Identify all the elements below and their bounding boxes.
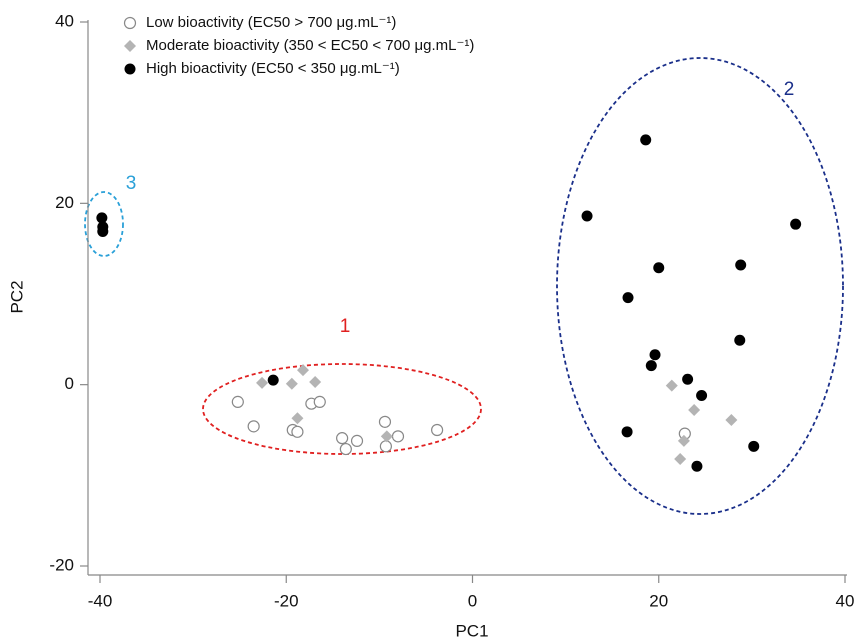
point (231, 395, 244, 408)
y-tick-label: -20 (49, 555, 74, 574)
point (665, 379, 678, 392)
legend-marker (124, 40, 136, 52)
cluster-outline (202, 363, 482, 455)
point (309, 375, 322, 388)
x-tick-label: 40 (836, 591, 855, 610)
legend-label: High bioactivity (EC50 < 350 μg.mL⁻¹) (146, 60, 400, 77)
point (380, 430, 393, 443)
x-axis-label: PC1 (455, 621, 488, 640)
cluster-outline (556, 57, 844, 515)
point (649, 349, 661, 361)
point (339, 442, 352, 456)
x-tick-label: 20 (649, 591, 668, 610)
legend-marker (123, 16, 137, 30)
legend-marker (124, 63, 136, 75)
cluster-label: 3 (126, 173, 137, 194)
point (97, 225, 109, 237)
point (378, 415, 392, 428)
point (696, 390, 708, 402)
point (350, 434, 364, 447)
point (735, 259, 747, 271)
y-tick-label: 40 (55, 11, 74, 30)
point (640, 134, 652, 146)
x-tick-label: -40 (88, 591, 113, 610)
point (285, 377, 298, 390)
point (581, 210, 593, 222)
point (725, 414, 738, 427)
point (247, 420, 260, 433)
point (379, 440, 392, 453)
point (674, 453, 687, 466)
legend-label: Moderate bioactivity (350 < EC50 < 700 μ… (146, 37, 474, 54)
point (622, 292, 634, 304)
legend-label: Low bioactivity (EC50 > 700 μg.mL⁻¹) (146, 14, 396, 31)
legend: Low bioactivity (EC50 > 700 μg.mL⁻¹) Mode… (123, 14, 474, 77)
point (645, 360, 657, 372)
point (653, 262, 665, 274)
point (291, 425, 304, 438)
cluster-label: 2 (784, 79, 795, 100)
y-tick-label: 20 (55, 193, 74, 212)
cluster-outline (84, 191, 124, 257)
point (431, 423, 444, 437)
x-tick-label: 0 (468, 591, 477, 610)
y-tick-label: 0 (65, 374, 74, 393)
point (256, 376, 269, 389)
point (391, 430, 405, 443)
point (267, 374, 279, 386)
point (790, 218, 802, 230)
point (297, 364, 310, 377)
y-axis-label: PC2 (7, 280, 26, 313)
point (688, 404, 701, 417)
point (291, 412, 304, 425)
point (336, 432, 349, 445)
point (748, 440, 760, 452)
point (691, 460, 703, 472)
point (734, 334, 746, 346)
point (96, 212, 108, 224)
point (313, 395, 326, 408)
cluster-label: 1 (340, 316, 351, 337)
point (682, 373, 694, 385)
point (677, 434, 690, 447)
point (621, 426, 633, 438)
x-tick-label: -20 (274, 591, 299, 610)
